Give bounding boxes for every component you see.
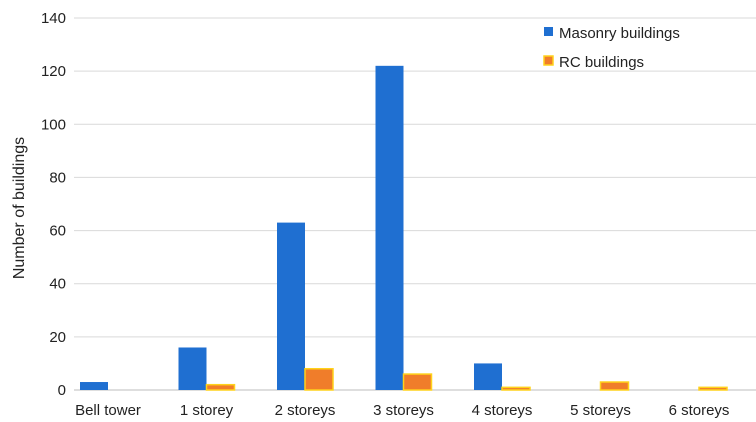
x-axis-ticks: Bell tower 1 storey 2 storeys 3 storeys 4 st…: [75, 402, 729, 419]
legend-swatch-rc: [543, 55, 554, 66]
x-tick-label: 6 storeys: [669, 402, 730, 419]
y-tick-label: 100: [41, 116, 66, 133]
y-axis-ticks: 0 20 40 60 80 100 120 140: [41, 10, 66, 399]
bar-rc-1: [205, 383, 236, 391]
x-tick-label: 4 storeys: [472, 402, 533, 419]
y-tick-label: 40: [49, 276, 66, 293]
bar-masonry-3: [375, 65, 404, 390]
bar-masonry-0: [80, 382, 108, 390]
bar-rc-5: [599, 381, 630, 391]
y-axis-label: Number of buildings: [11, 137, 28, 279]
y-tick-label: 140: [41, 10, 66, 27]
x-tick-label: 3 storeys: [373, 402, 434, 419]
legend-swatch-masonry: [544, 27, 553, 36]
bar-rc-3: [402, 373, 433, 391]
legend: Masonry buildings RC buildings: [543, 25, 680, 71]
bar-masonry-2: [277, 222, 305, 390]
y-tick-label: 0: [58, 382, 66, 399]
grid-lines: [74, 17, 756, 391]
y-tick-label: 120: [41, 63, 66, 80]
bar-rc-2: [304, 367, 334, 391]
x-tick-label: 5 storeys: [570, 402, 631, 419]
x-tick-label: 1 storey: [180, 402, 234, 419]
bars: [80, 65, 728, 391]
legend-label-rc: RC buildings: [559, 54, 644, 71]
x-tick-label: Bell tower: [75, 402, 141, 419]
legend-label-masonry: Masonry buildings: [559, 25, 680, 42]
y-tick-label: 80: [49, 169, 66, 186]
bar-rc-4: [501, 386, 531, 391]
y-tick-label: 60: [49, 223, 66, 240]
x-tick-label: 2 storeys: [275, 402, 336, 419]
y-tick-label: 20: [49, 329, 66, 346]
bar-masonry-4: [474, 363, 502, 390]
bar-masonry-1: [178, 347, 207, 390]
bar-rc-6: [698, 386, 728, 391]
